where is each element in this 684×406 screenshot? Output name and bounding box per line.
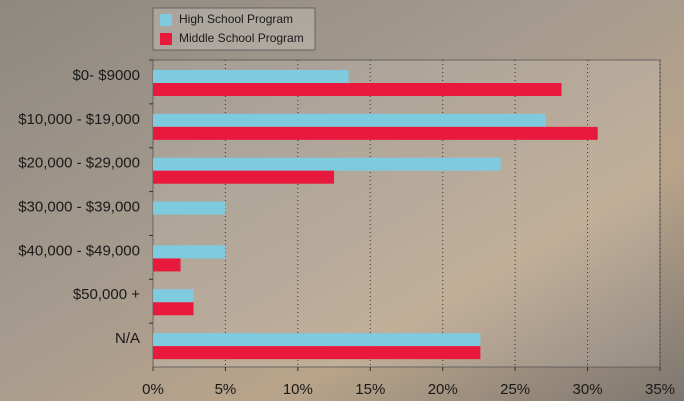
x-tick-label: 10% — [283, 381, 313, 398]
y-tick-label: $0- $9000 — [72, 67, 140, 84]
x-tick-label: 0% — [142, 381, 164, 398]
y-tick-label: $50,000 + — [73, 286, 140, 303]
bar — [153, 245, 226, 259]
plot-area — [152, 59, 661, 368]
bar — [153, 126, 598, 140]
bar — [153, 113, 546, 127]
y-tick-label: N/A — [115, 330, 140, 347]
x-tick-label: 30% — [573, 381, 603, 398]
bar — [153, 302, 194, 316]
bar — [153, 258, 181, 272]
legend-box — [152, 7, 316, 51]
y-tick-label: $30,000 - $39,000 — [18, 198, 140, 215]
legend: High School Program Middle School Program — [152, 7, 316, 51]
legend-swatch — [160, 14, 172, 26]
y-tick-label: $20,000 - $29,000 — [18, 155, 140, 172]
legend-label: High School Program — [179, 12, 293, 26]
bar — [153, 70, 349, 83]
x-tick-label: 20% — [428, 381, 458, 398]
x-tick-label: 5% — [215, 381, 237, 398]
bar — [153, 289, 194, 303]
bar — [153, 333, 481, 347]
x-tick-label: 15% — [355, 381, 385, 398]
x-tick-label: 25% — [500, 381, 530, 398]
legend-label: Middle School Program — [179, 31, 304, 45]
bar — [153, 201, 226, 215]
bar — [153, 83, 562, 96]
y-tick-label: $40,000 - $49,000 — [18, 242, 140, 259]
y-tick-label: $10,000 - $19,000 — [18, 111, 140, 128]
bar — [153, 170, 335, 184]
x-tick-label: 35% — [645, 381, 675, 398]
bar — [153, 346, 481, 360]
bar — [153, 157, 501, 171]
legend-swatch — [160, 33, 172, 45]
